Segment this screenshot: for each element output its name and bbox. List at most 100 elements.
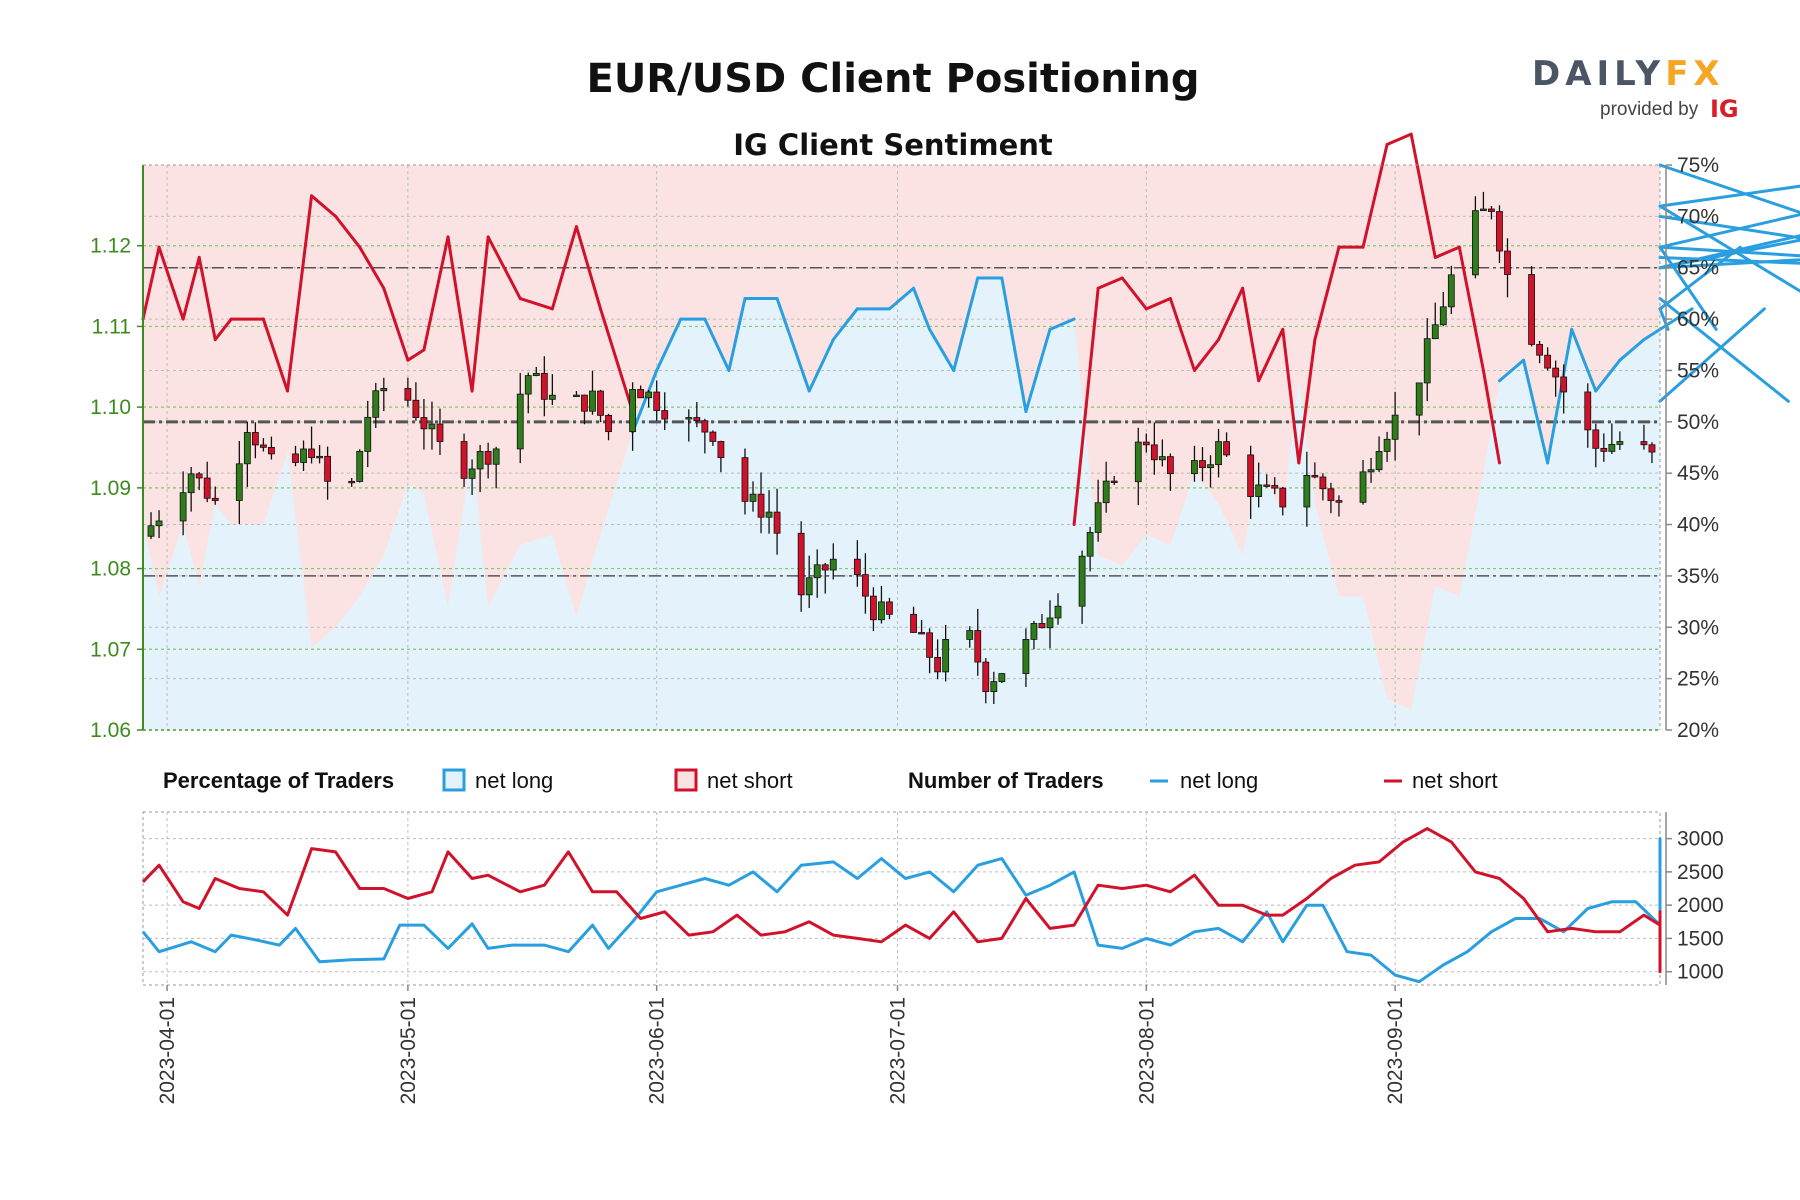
net-long-pct-segment bbox=[1658, 245, 1742, 311]
candle-body bbox=[380, 388, 388, 392]
net-short-pct-segment bbox=[261, 317, 289, 393]
right-tick-label: 65% bbox=[1677, 257, 1719, 280]
legend-num-long-label: net long bbox=[1180, 768, 1258, 793]
candle-body bbox=[428, 423, 436, 430]
x-tick-label: 2023-06-01 bbox=[646, 997, 669, 1104]
sentiment-background bbox=[143, 165, 1660, 730]
x-tick-label: 2023-07-01 bbox=[886, 997, 909, 1104]
candle-body bbox=[966, 630, 974, 640]
candle-body bbox=[179, 492, 187, 522]
candle-body bbox=[701, 420, 709, 433]
candle-body bbox=[813, 564, 821, 579]
candle-body bbox=[1560, 376, 1568, 393]
left-tick-label: 1.11 bbox=[92, 315, 131, 338]
net-short-pct-segment bbox=[382, 286, 410, 362]
net-short-pct-segment bbox=[446, 235, 474, 393]
candle-body bbox=[1367, 469, 1375, 473]
net-long-pct-segment bbox=[952, 276, 980, 372]
lower-right-tick-label: 1000 bbox=[1677, 961, 1724, 984]
right-tick-label: 40% bbox=[1677, 514, 1719, 537]
candle-body bbox=[974, 630, 982, 663]
candle-body bbox=[1199, 460, 1206, 469]
net-long-pct-segment bbox=[775, 297, 811, 393]
net-short-pct-segment bbox=[1144, 297, 1172, 311]
net-short-pct-segment bbox=[1257, 327, 1285, 383]
candle-body bbox=[1584, 391, 1592, 431]
candle-body bbox=[1640, 441, 1648, 446]
candle-body bbox=[1528, 274, 1535, 345]
candle-body bbox=[1488, 208, 1495, 212]
candle-body bbox=[356, 450, 364, 482]
candle-body bbox=[532, 372, 540, 377]
right-tick-label: 75% bbox=[1677, 154, 1719, 177]
logo-ig: IG bbox=[1710, 95, 1739, 123]
net-short-pct-segment bbox=[486, 235, 522, 301]
candle-body bbox=[1255, 484, 1263, 497]
candle-body bbox=[886, 601, 893, 615]
candle-body bbox=[918, 632, 925, 635]
net-long-pct-segment bbox=[1497, 358, 1526, 383]
candle-body bbox=[1327, 488, 1335, 501]
net-long-pct-segment bbox=[655, 317, 683, 372]
left-tick-label: 1.10 bbox=[90, 396, 131, 419]
legend-pct-short-swatch bbox=[674, 768, 698, 792]
net-long-pct-segment bbox=[1658, 184, 1800, 208]
net-long-pct-segment bbox=[1594, 358, 1622, 393]
net-long-pct-segment bbox=[807, 338, 835, 393]
candle-body bbox=[235, 463, 243, 501]
candle-body bbox=[1086, 532, 1094, 557]
candle-body bbox=[308, 448, 315, 459]
net-short-pct-segment bbox=[574, 225, 603, 311]
net-long-pct-segment bbox=[703, 317, 731, 372]
candle-body bbox=[364, 416, 372, 452]
number-of-traders-lines bbox=[141, 827, 1662, 984]
candle-body bbox=[942, 639, 950, 673]
candle-body bbox=[1223, 441, 1230, 456]
net-short-area bbox=[143, 165, 1660, 710]
net-short-pct-segment bbox=[1481, 368, 1501, 465]
candle-body bbox=[982, 661, 990, 693]
net-short-pct-segment bbox=[1072, 286, 1100, 527]
candle-body bbox=[1439, 306, 1447, 326]
candle-body bbox=[1022, 639, 1030, 674]
candle-body bbox=[1431, 324, 1439, 340]
candle-body bbox=[829, 558, 837, 571]
candle-body bbox=[757, 493, 765, 518]
net-long-pct-segment bbox=[1522, 358, 1550, 465]
candle-body bbox=[1150, 444, 1158, 461]
candle-body bbox=[1552, 367, 1560, 378]
candle-body bbox=[211, 497, 219, 501]
net-long-pct-segment bbox=[1658, 163, 1800, 215]
net-long-pct-segment bbox=[1658, 214, 1800, 240]
net-long-pct-segment bbox=[1658, 307, 1766, 403]
price-candles bbox=[147, 191, 1656, 704]
legend-pct-long-swatch bbox=[442, 768, 466, 792]
candle-body bbox=[1359, 471, 1367, 503]
candle-body bbox=[926, 632, 933, 658]
net-short-pct-segment bbox=[1433, 245, 1461, 259]
net-short-pct-segment bbox=[470, 235, 490, 393]
candle-body bbox=[773, 511, 781, 534]
right-tick-label: 35% bbox=[1677, 565, 1719, 588]
candle-body bbox=[1191, 460, 1198, 475]
right-tick-label: 20% bbox=[1677, 719, 1719, 742]
lower-right-tick-label: 2500 bbox=[1677, 861, 1724, 884]
candle-body bbox=[1110, 480, 1118, 483]
candle-body bbox=[765, 511, 773, 518]
candle-body bbox=[1544, 354, 1552, 369]
net-short-pct-segment bbox=[213, 317, 233, 342]
net-short-pct-segment bbox=[358, 245, 386, 290]
net-long-pct-segment bbox=[1000, 276, 1028, 414]
net-short-pct-segment bbox=[1361, 142, 1389, 249]
candle-body bbox=[870, 595, 877, 621]
candle-body bbox=[1166, 456, 1174, 475]
candle-body bbox=[717, 441, 725, 459]
candle-body bbox=[1247, 454, 1255, 497]
candle-body bbox=[412, 399, 420, 418]
candle-body bbox=[805, 577, 813, 596]
net-short-pct-segment bbox=[406, 348, 426, 362]
candle-body bbox=[934, 656, 942, 673]
candle-body bbox=[645, 391, 653, 399]
x-axis-labels: 2023-04-01 2023-05-01 2023-06-01 2023-07-01… bbox=[156, 985, 1407, 1104]
